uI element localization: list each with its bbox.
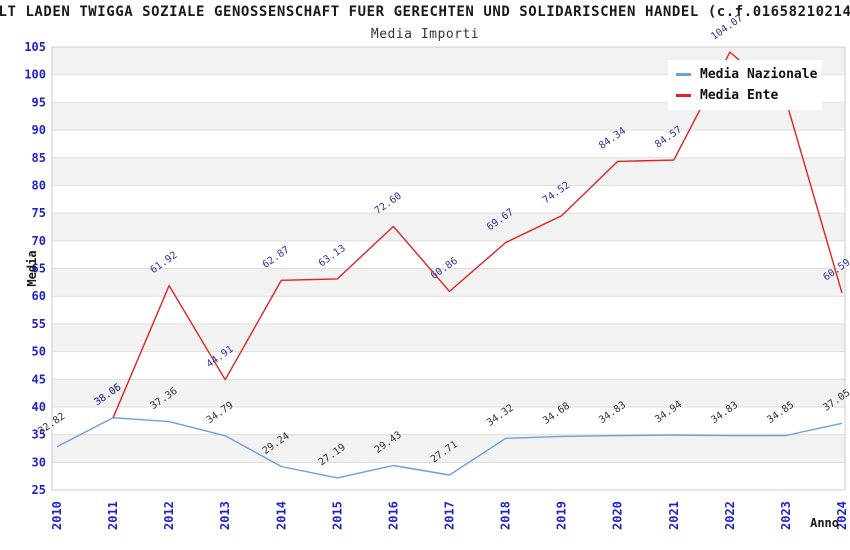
- y-tick-label: 80: [32, 178, 46, 192]
- y-tick-label: 35: [32, 428, 46, 442]
- x-tick-label: 2011: [106, 501, 120, 530]
- x-tick-label: 2014: [274, 501, 288, 530]
- plot-band: [52, 240, 845, 269]
- plot-frame: [51, 46, 846, 491]
- x-tick-label: 2017: [443, 501, 457, 530]
- plot-band: [52, 296, 845, 324]
- legend-item-media-ente: Media Ente: [676, 85, 822, 106]
- plot-band: [52, 379, 845, 407]
- y-tick-label: 30: [32, 455, 46, 469]
- plot-band: [52, 268, 845, 297]
- media-nazionale-line-icon: [676, 73, 691, 76]
- plot-band: [52, 213, 845, 241]
- x-tick-label: 2012: [162, 501, 176, 530]
- y-tick-label: 40: [32, 400, 46, 414]
- media-nazionale-line: [56, 417, 843, 479]
- y-tick-label: 90: [32, 123, 46, 137]
- y-tick-label: 45: [32, 372, 46, 386]
- y-tick-label: 65: [32, 262, 46, 276]
- y-tick-label: 55: [32, 317, 46, 331]
- legend-label-media-nazionale: Media Nazionale: [700, 67, 818, 82]
- y-tick-label: 50: [32, 345, 46, 359]
- chart-subtitle: Media Importi: [370, 27, 480, 42]
- data-point-label: 104.07: [709, 13, 745, 43]
- y-tick-label: 60: [32, 289, 46, 303]
- x-tick-label: 2024: [835, 501, 849, 530]
- legend: Media Nazionale Media Ente: [668, 60, 822, 110]
- plot-band: [52, 130, 845, 158]
- y-tick-label: 95: [32, 95, 46, 109]
- y-tick-label: 100: [24, 68, 46, 82]
- legend-item-media-nazionale: Media Nazionale: [676, 64, 822, 85]
- x-axis-title: Anno: [810, 516, 839, 530]
- plot-band: [52, 157, 845, 186]
- media-ente-line-icon: [676, 94, 691, 97]
- x-tick-label: 2010: [50, 501, 64, 530]
- y-tick-label: 25: [32, 483, 46, 497]
- plot-band: [52, 462, 845, 490]
- x-tick-label: 2016: [386, 501, 400, 530]
- x-tick-label: 2013: [218, 501, 232, 530]
- x-tick-label: 2018: [499, 501, 513, 530]
- y-tick-label: 105: [24, 40, 46, 54]
- y-tick-label: 70: [32, 234, 46, 248]
- x-tick-label: 2023: [779, 501, 793, 530]
- plot-band: [52, 323, 845, 352]
- x-tick-label: 2019: [555, 501, 569, 530]
- y-axis-title: Media: [25, 250, 39, 286]
- plot-band: [52, 185, 845, 214]
- plot-band: [52, 351, 845, 380]
- y-tick-label: 85: [32, 151, 46, 165]
- plot-band: [52, 434, 845, 463]
- y-tick-label: 75: [32, 206, 46, 220]
- x-tick-label: 2020: [611, 501, 625, 530]
- plot-band: [52, 406, 845, 435]
- chart-title: LT LADEN TWIGGA SOZIALE GENOSSENSCHAFT F…: [0, 4, 850, 20]
- x-tick-label: 2021: [667, 501, 681, 530]
- x-tick-label: 2022: [723, 501, 737, 530]
- x-tick-label: 2015: [330, 501, 344, 530]
- legend-label-media-ente: Media Ente: [700, 88, 779, 103]
